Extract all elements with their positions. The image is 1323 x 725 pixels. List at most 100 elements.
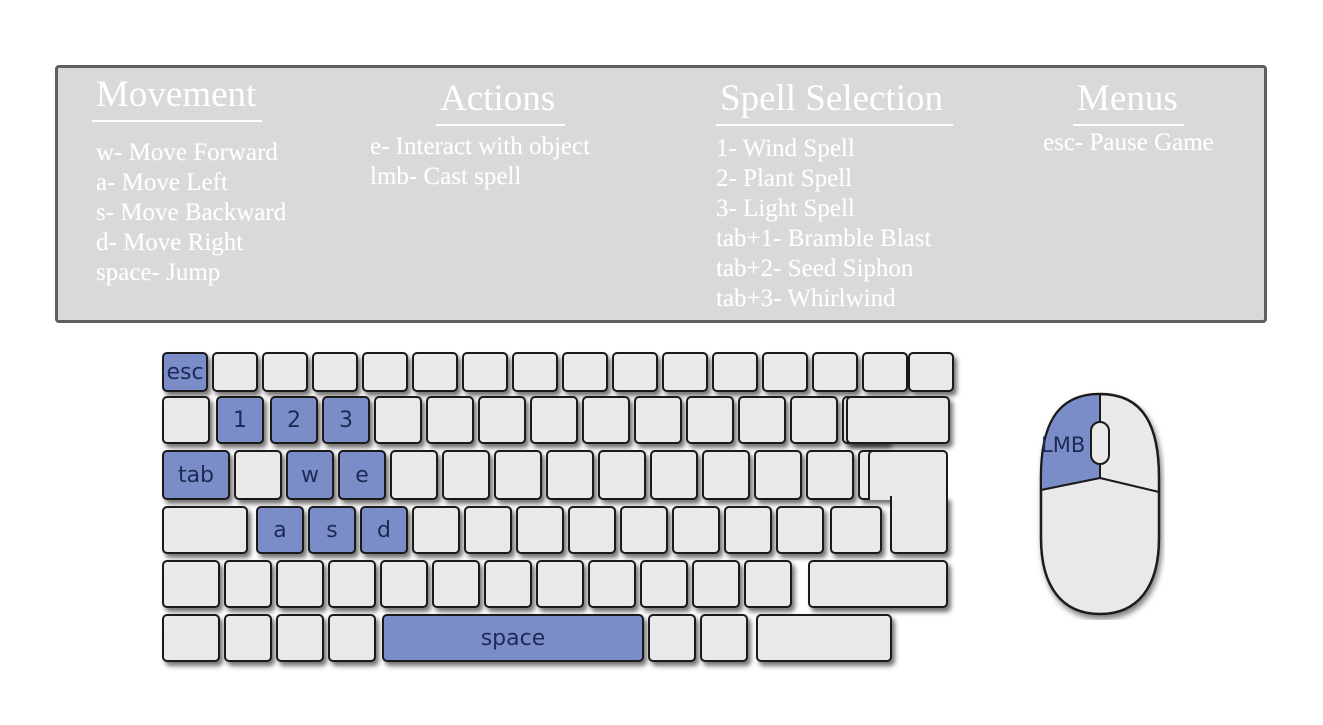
- movement-section: Movement w- Move Forward a- Move Left s-…: [92, 74, 286, 288]
- menus-list: esc- Pause Game: [1043, 128, 1214, 158]
- key: [516, 506, 564, 554]
- keyboard-illustration: esc 1 2 3 tab w e a s d: [150, 340, 970, 680]
- key: [276, 614, 324, 662]
- key: [648, 614, 696, 662]
- key: [224, 614, 272, 662]
- key: [700, 614, 748, 662]
- controls-panel: Movement w- Move Forward a- Move Left s-…: [55, 65, 1267, 323]
- left-mouse-button: [1040, 392, 1101, 492]
- key: [738, 396, 786, 444]
- actions-list: e- Interact with object lmb- Cast spell: [370, 132, 590, 192]
- key: [442, 450, 490, 500]
- list-item: e- Interact with object: [370, 133, 591, 160]
- key: [762, 352, 808, 392]
- key: [374, 396, 422, 444]
- key: [478, 396, 526, 444]
- key-shift-left: [162, 560, 220, 608]
- key: [598, 450, 646, 500]
- list-item: 3- Light Spell: [716, 195, 855, 222]
- key: [582, 396, 630, 444]
- key: [162, 396, 210, 444]
- key: [620, 506, 668, 554]
- key-1: 1: [216, 396, 264, 444]
- list-item: tab+3- Whirlwind: [716, 285, 896, 312]
- list-item: 2- Plant Spell: [716, 165, 853, 192]
- key: [830, 506, 882, 554]
- scroll-wheel: [1090, 421, 1110, 465]
- list-item: a- Move Left: [96, 169, 228, 196]
- key: [390, 450, 438, 500]
- key: [812, 352, 858, 392]
- key-3: 3: [322, 396, 370, 444]
- key-d: d: [360, 506, 408, 554]
- key: [362, 352, 408, 392]
- button-divider-right: [1099, 477, 1160, 493]
- key: [426, 396, 474, 444]
- key-e: e: [338, 450, 386, 500]
- key: [234, 450, 282, 500]
- key: [568, 506, 616, 554]
- key: [744, 560, 792, 608]
- actions-section: Actions e- Interact with object lmb- Cas…: [370, 78, 590, 192]
- key: [562, 352, 608, 392]
- key-caps-lock: [162, 506, 248, 554]
- key: [432, 560, 480, 608]
- key: [464, 506, 512, 554]
- key-esc: esc: [162, 352, 208, 392]
- key: [328, 560, 376, 608]
- key: [662, 352, 708, 392]
- key-s: s: [308, 506, 356, 554]
- key-a: a: [256, 506, 304, 554]
- key: [212, 352, 258, 392]
- key: [512, 352, 558, 392]
- list-item: w- Move Forward: [96, 139, 278, 166]
- list-item: esc- Pause Game: [1043, 129, 1214, 156]
- list-item: s- Move Backward: [96, 199, 287, 226]
- key-tab: tab: [162, 450, 230, 500]
- menus-title: Menus: [1073, 78, 1184, 126]
- key: [634, 396, 682, 444]
- key: [412, 506, 460, 554]
- key: [862, 352, 908, 392]
- list-item: lmb- Cast spell: [370, 163, 522, 190]
- key-ctrl-left: [162, 614, 220, 662]
- key: [686, 396, 734, 444]
- lmb-label: LMB: [1041, 433, 1086, 457]
- key-enter-lower: [890, 496, 948, 554]
- key: [702, 450, 750, 500]
- key: [262, 352, 308, 392]
- movement-title: Movement: [92, 74, 263, 122]
- key-enter: [868, 450, 948, 500]
- key: [312, 352, 358, 392]
- actions-title: Actions: [436, 78, 566, 126]
- key: [790, 396, 838, 444]
- list-item: tab+1- Bramble Blast: [716, 225, 932, 252]
- key: [412, 352, 458, 392]
- key: [776, 506, 824, 554]
- key: [806, 450, 854, 500]
- mouse-illustration: LMB: [1035, 388, 1165, 620]
- key: [712, 352, 758, 392]
- key: [494, 450, 542, 500]
- list-item: d- Move Right: [96, 229, 244, 256]
- key: [908, 352, 954, 392]
- key: [546, 450, 594, 500]
- spell-selection-list: 1- Wind Spell 2- Plant Spell 3- Light Sp…: [716, 134, 953, 314]
- spell-selection-section: Spell Selection 1- Wind Spell 2- Plant S…: [716, 78, 953, 314]
- key: [224, 560, 272, 608]
- key-2: 2: [270, 396, 318, 444]
- spell-selection-title: Spell Selection: [716, 78, 953, 126]
- key: [328, 614, 376, 662]
- key: [754, 450, 802, 500]
- list-item: space- Jump: [96, 259, 221, 286]
- key: [462, 352, 508, 392]
- key-backspace: [846, 396, 950, 444]
- key-shift-right: [808, 560, 948, 608]
- list-item: 1- Wind Spell: [716, 135, 855, 162]
- mouse-body: [1039, 392, 1161, 616]
- key: [276, 560, 324, 608]
- key: [672, 506, 720, 554]
- key: [724, 506, 772, 554]
- key-ctrl-right: [756, 614, 892, 662]
- menus-section: Menus esc- Pause Game: [1043, 78, 1214, 158]
